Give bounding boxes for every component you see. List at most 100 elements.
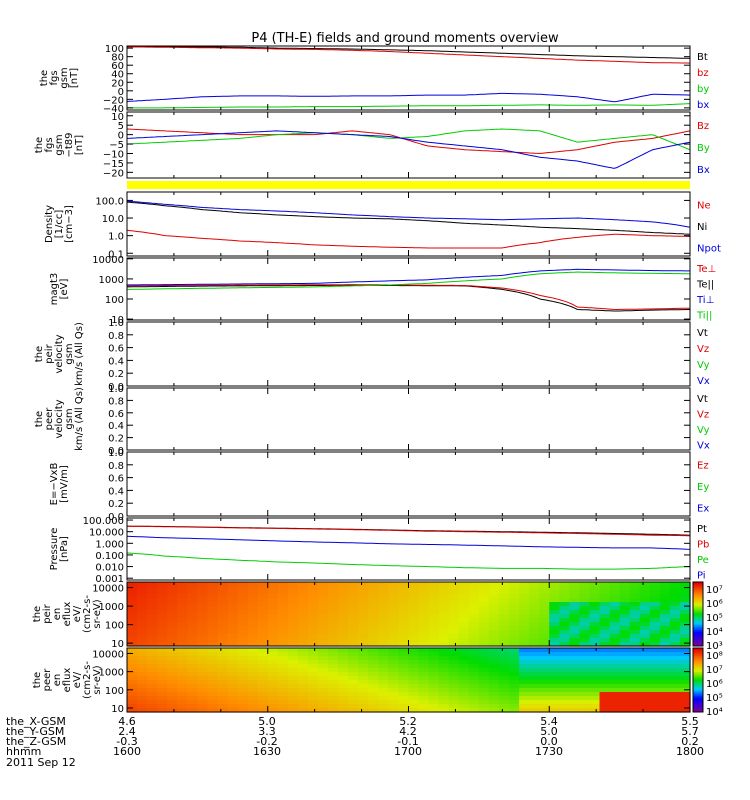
- spectrogram-cell: [629, 610, 641, 615]
- legend-entry: Ey: [697, 482, 709, 493]
- legend-entry: Ne: [697, 201, 711, 212]
- spectrogram-cell: [669, 660, 681, 665]
- spectrogram-cell: [559, 638, 570, 643]
- spectrogram-cell: [267, 668, 279, 673]
- spectrogram-cell: [629, 676, 641, 681]
- spectrogram-cell: [609, 668, 621, 673]
- spectrogram-cell: [458, 602, 470, 607]
- y-axis-label-line: fgs: [49, 70, 60, 85]
- spectrogram-cell: [659, 696, 671, 701]
- spectrogram-cell: [579, 668, 591, 673]
- spectrogram-cell: [287, 680, 299, 685]
- colorbar-label: 10⁵: [706, 613, 723, 624]
- spectrogram-cell: [418, 688, 430, 693]
- axis-value-label: 1700: [394, 745, 422, 758]
- spectrogram-cell: [187, 688, 198, 693]
- spectrogram-cell: [569, 704, 581, 709]
- spectrogram-cell: [509, 660, 520, 665]
- spectrogram-cell: [458, 668, 470, 673]
- spectrogram-cell: [207, 634, 219, 639]
- spectrogram-cell: [137, 700, 148, 705]
- spectrogram-cell: [127, 638, 138, 643]
- spectrogram-cell: [498, 598, 510, 603]
- y-axis-label-line: sr-eV): [92, 599, 103, 628]
- spectrogram-cell: [549, 602, 560, 607]
- spectrogram-cell: [519, 598, 530, 603]
- y-axis-label: Density [1/cc] [cm−3]: [44, 205, 75, 243]
- spectrogram-cell: [639, 676, 651, 681]
- spectrogram-cell: [529, 704, 540, 709]
- spectrogram-cell: [619, 684, 631, 689]
- spectrogram-cell: [639, 594, 651, 599]
- spectrogram-cell: [157, 680, 168, 685]
- axis-value-label: 5.5: [681, 715, 699, 728]
- spectrogram-cell: [237, 648, 249, 653]
- spectrogram-cell: [287, 700, 299, 705]
- spectrogram-cell: [177, 688, 188, 693]
- spectrogram-cell: [478, 582, 490, 587]
- spectrogram-cell: [207, 688, 219, 693]
- y-axis-label-line: [nPa]: [59, 536, 70, 562]
- spectrogram-cell: [679, 594, 691, 599]
- spectrogram-cell: [609, 626, 621, 631]
- spectrogram-cell: [609, 606, 621, 611]
- spectrogram-cell: [478, 672, 490, 677]
- spectrogram-cell: [127, 700, 138, 705]
- spectrogram-cell: [418, 672, 430, 677]
- spectrogram-cell: [418, 664, 430, 669]
- spectrogram-cell: [197, 642, 209, 647]
- spectrogram-cell: [609, 672, 621, 677]
- y-axis-label-line: sr-eV): [92, 665, 103, 694]
- y-tick-label: 1.0: [108, 232, 124, 243]
- spectrogram-cell: [498, 676, 510, 681]
- spectrogram-cell: [438, 618, 450, 623]
- spectrogram-cell: [167, 692, 178, 697]
- spectrogram-cell: [237, 652, 249, 657]
- spectrogram-cell: [328, 704, 339, 709]
- spectrogram-cell: [549, 590, 560, 595]
- spectrogram-cell: [247, 634, 259, 639]
- y-axis-label: the peir velocity gsm km/s (All Qs): [34, 322, 85, 386]
- spectrogram-cell: [217, 598, 229, 603]
- spectrogram-cell: [378, 660, 389, 665]
- spectrogram-cell: [217, 634, 229, 639]
- spectrogram-cell: [478, 692, 490, 697]
- spectrogram-cell: [318, 614, 329, 619]
- spectrogram-cell: [649, 598, 661, 603]
- spectrogram-cell: [529, 688, 540, 693]
- spectrogram-cell: [197, 704, 209, 709]
- spectrogram-cell: [368, 664, 379, 669]
- colorbar-cell: [693, 607, 703, 610]
- spectrogram-cell: [318, 708, 329, 713]
- spectrogram-cell: [488, 586, 500, 591]
- spectrogram-cell: [458, 614, 470, 619]
- spectrogram-cell: [488, 634, 500, 639]
- spectrogram-cell: [388, 656, 400, 661]
- spectrogram-cell: [468, 586, 480, 591]
- spectrogram-cell: [237, 656, 249, 661]
- spectrogram-cell: [127, 656, 138, 661]
- spectrogram-cell: [328, 634, 339, 639]
- colorbar-cell: [693, 681, 703, 684]
- spectrogram-cell: [307, 700, 319, 705]
- spectrogram-cell: [559, 684, 570, 689]
- spectrogram-cell: [328, 622, 339, 627]
- spectrogram-cell: [669, 582, 681, 587]
- colorbar-cell: [693, 691, 703, 694]
- spectrogram-cell: [599, 586, 611, 591]
- spectrogram-cell: [358, 660, 369, 665]
- spectrogram-cell: [478, 652, 490, 657]
- spectrogram-cell: [569, 634, 581, 639]
- spectrogram-cell: [197, 696, 209, 701]
- y-axis-label-line: Pressure: [49, 528, 60, 571]
- spectrogram-cell: [237, 708, 249, 713]
- spectrogram-cell: [237, 684, 249, 689]
- spectrogram-cell: [659, 704, 671, 709]
- spectrogram-cell: [257, 594, 269, 599]
- spectrogram-cell: [277, 668, 289, 673]
- colorbar-label: 10³: [706, 641, 723, 652]
- spectrogram-cell: [358, 700, 369, 705]
- spectrogram-cell: [388, 688, 400, 693]
- colorbar-cell: [693, 676, 703, 679]
